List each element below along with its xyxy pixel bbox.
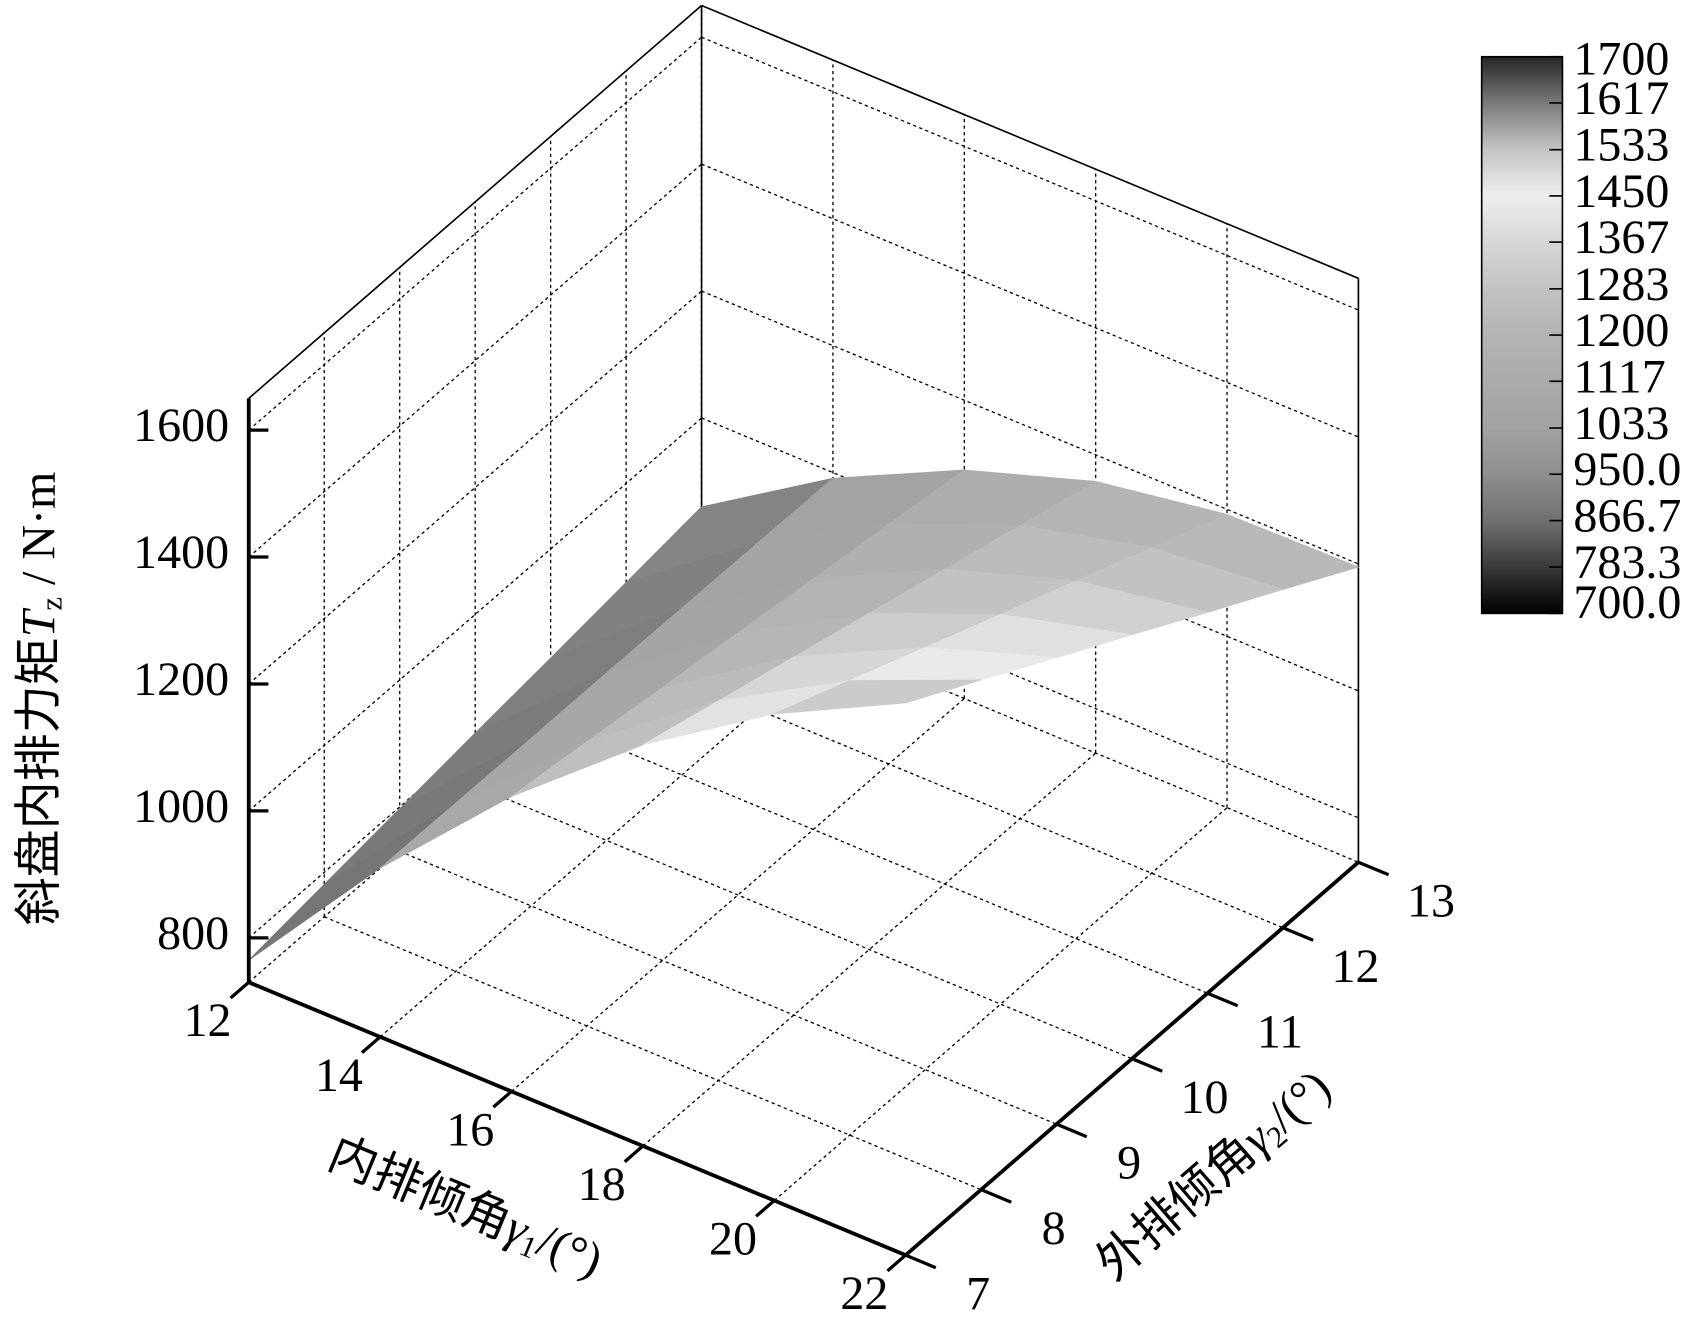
grid-line: [323, 916, 982, 1191]
z-tick-label: 1600: [133, 399, 229, 452]
x-tick: [360, 1035, 382, 1054]
x-axis: [248, 980, 907, 1257]
z-title-sub: z: [35, 597, 69, 611]
y-tick: [1131, 1057, 1163, 1073]
grid-line: [701, 290, 1359, 565]
x-tick: [755, 1199, 776, 1218]
x-tick-label: 20: [709, 1212, 757, 1265]
colorbar-tick-label: 1367: [1573, 211, 1669, 264]
y-tick: [1357, 860, 1390, 877]
z-axis-title: 斜盘内排力矩Tz / N·m: [13, 472, 69, 926]
colorbar-tick-label: 700.0: [1573, 576, 1681, 629]
colorbar-tick-label: 1200: [1573, 304, 1669, 357]
y-tick: [1055, 1122, 1088, 1139]
x-tick-label: 22: [840, 1267, 888, 1320]
x-tick: [623, 1144, 644, 1163]
z-tick-label: 1200: [133, 653, 229, 706]
colorbar-tick-label: 950.0: [1573, 443, 1681, 496]
colorbar: [1480, 55, 1564, 615]
grid-line: [248, 417, 702, 812]
y-tick-label: 10: [1181, 1071, 1229, 1124]
colorbar-tick-label: 1033: [1573, 397, 1669, 450]
grid-line: [701, 36, 1359, 311]
y-tick-label: 12: [1331, 940, 1379, 993]
colorbar-tick-label: 1617: [1573, 72, 1669, 125]
y-tick-label: 8: [1042, 1202, 1066, 1255]
grid-line: [248, 163, 702, 558]
colorbar-tick-label: 1283: [1573, 258, 1669, 311]
y-tick-label: 9: [1117, 1136, 1141, 1189]
grid-line: [701, 163, 1359, 438]
box-edge: [701, 4, 1359, 280]
y-tick: [1206, 991, 1239, 1008]
y-tick: [904, 1253, 937, 1270]
grid-line: [248, 36, 702, 431]
x-tick: [492, 1090, 513, 1109]
grid-line: [474, 785, 1133, 1060]
z-title-text: 斜盘内排力矩: [13, 637, 66, 925]
x-tick-label: 14: [315, 1049, 363, 1102]
surface-face: [774, 679, 982, 715]
x-tick-label: 16: [446, 1103, 494, 1156]
colorbar-tick-label: 1450: [1573, 165, 1669, 218]
surface-face: [248, 802, 456, 961]
grid-line: [399, 850, 1057, 1125]
colorbar-tick-label: 1700: [1573, 32, 1669, 85]
grid-line: [248, 290, 702, 685]
z-title-symbol: T: [13, 607, 66, 637]
z-title-unit: / N·m: [13, 472, 66, 597]
colorbar-tick-label: 783.3: [1573, 536, 1681, 589]
y-tick-label: 11: [1257, 1005, 1303, 1058]
z-tick-label: 1400: [133, 526, 229, 579]
y-title-text: 外排倾角: [1087, 1125, 1267, 1291]
y-tick-label: 13: [1407, 874, 1455, 927]
grid-line: [550, 719, 1208, 994]
box-edge: [248, 4, 703, 399]
y-tick: [1282, 926, 1314, 942]
grid-line: [773, 807, 1228, 1202]
x-tick-label: 12: [184, 994, 232, 1047]
y-tick: [980, 1188, 1012, 1204]
colorbar-tick-label: 866.7: [1573, 490, 1681, 543]
z-tick-label: 1000: [133, 780, 229, 833]
x-title-unit: /(°): [530, 1214, 610, 1288]
colorbar-tick-label: 1117: [1573, 350, 1665, 403]
surface-face: [323, 737, 532, 885]
x-tick: [886, 1253, 907, 1273]
z-tick-label: 800: [157, 907, 229, 960]
x-tick: [229, 981, 250, 1000]
x-tick-label: 18: [578, 1158, 626, 1211]
y-tick-label: 7: [966, 1267, 990, 1320]
colorbar-tick-label: 1533: [1573, 119, 1669, 172]
